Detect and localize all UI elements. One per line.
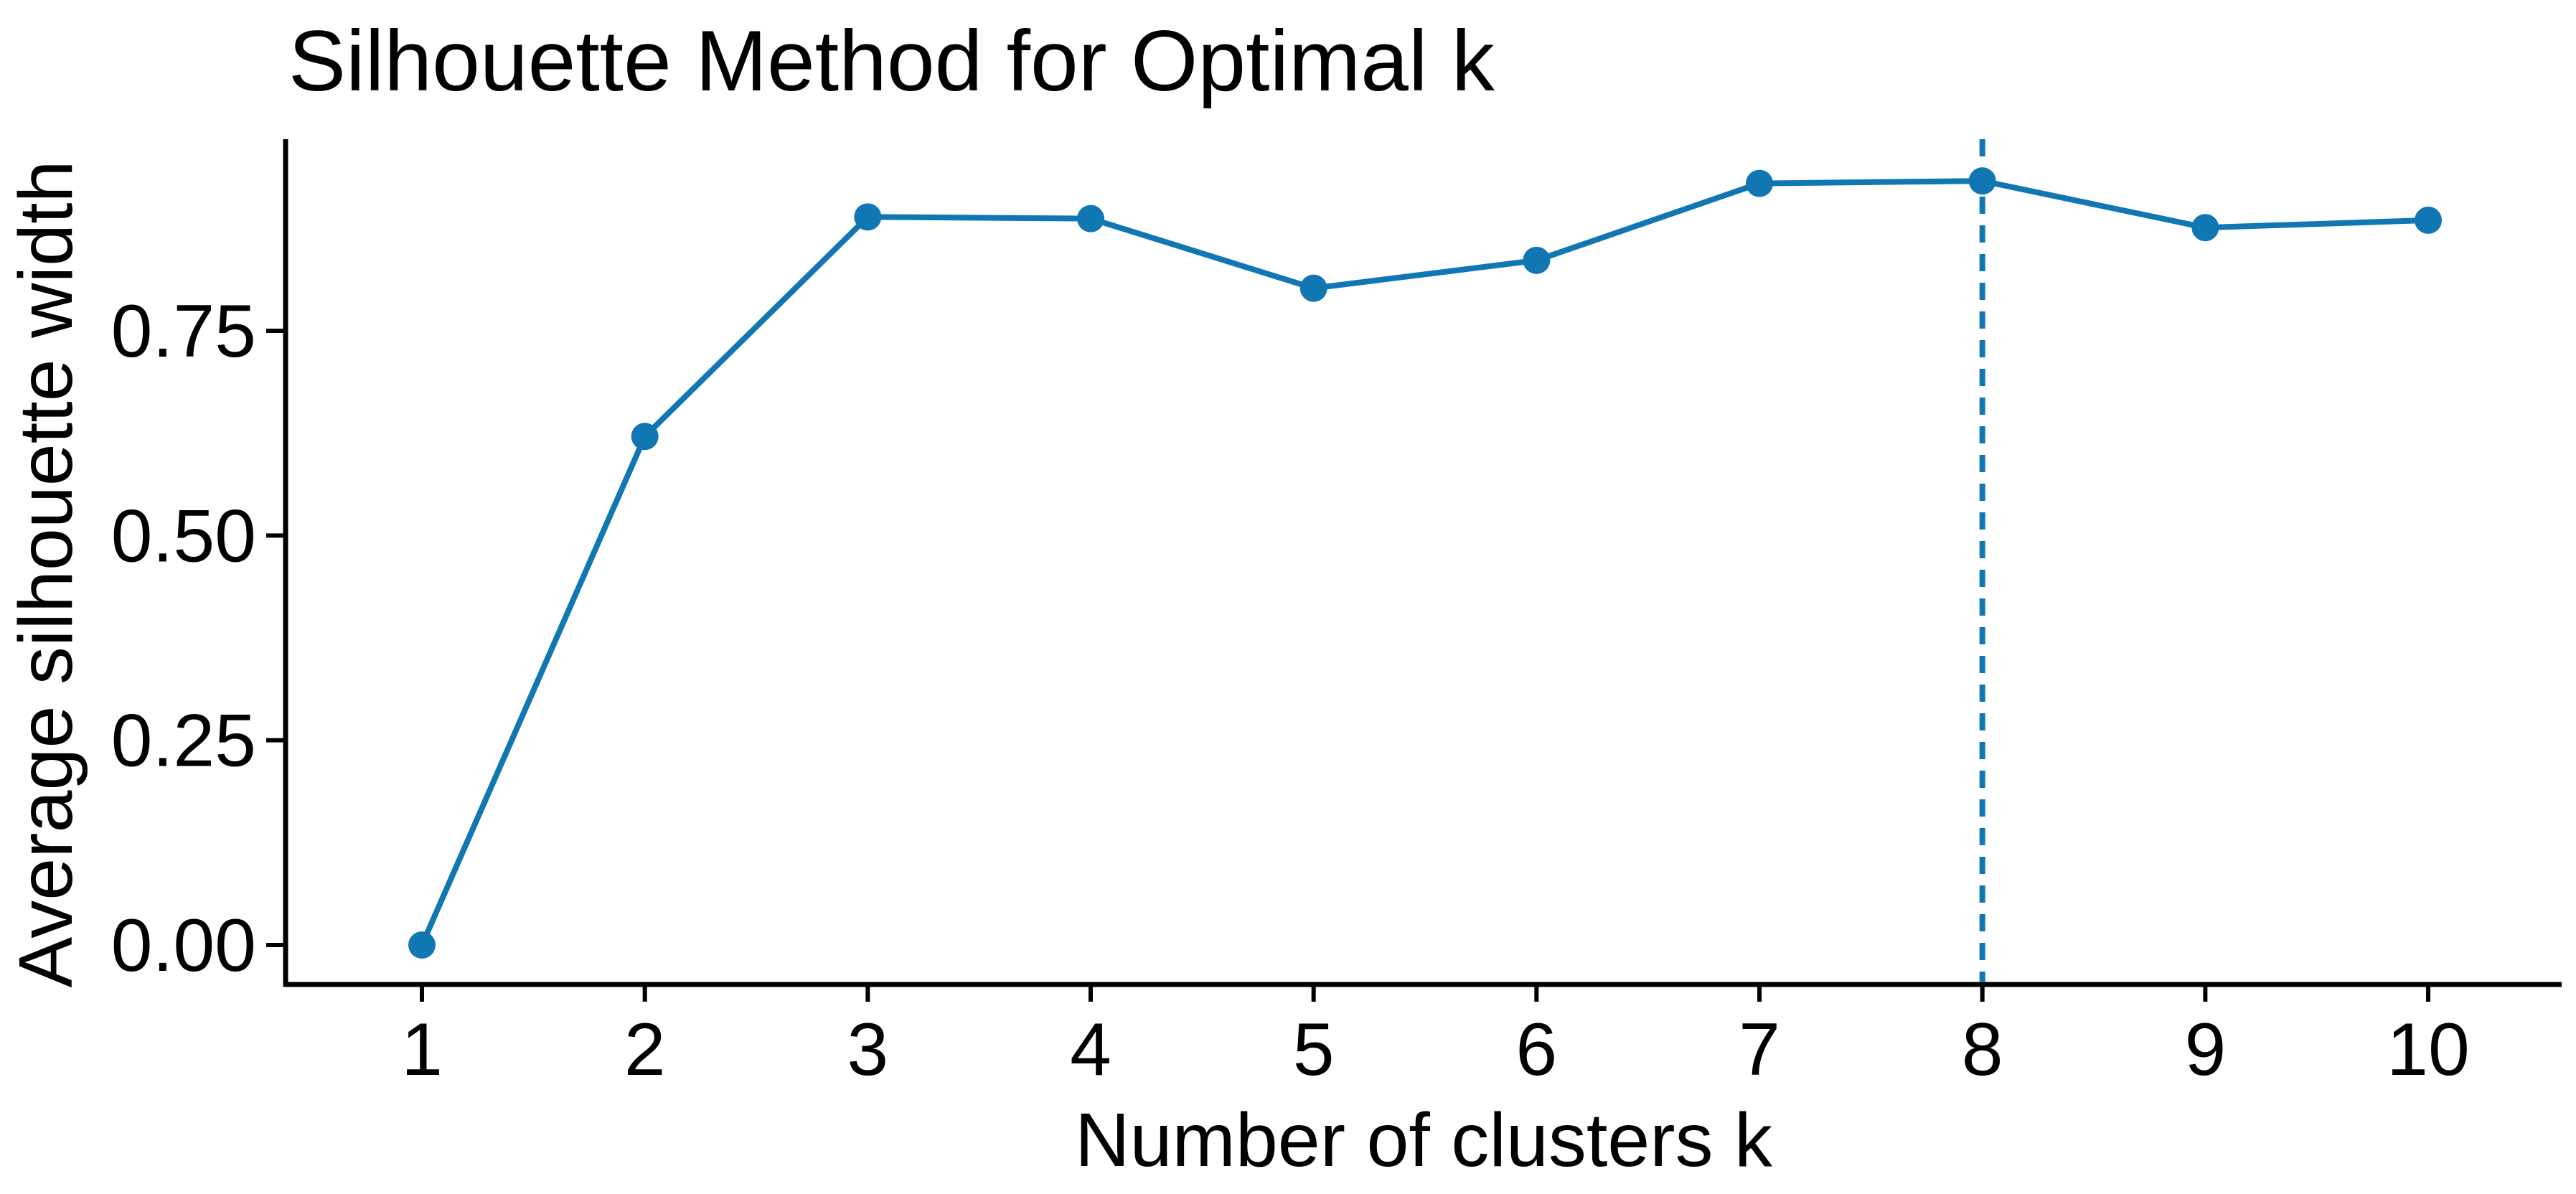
data-point-marker — [1299, 274, 1327, 302]
data-point-marker — [1968, 167, 1996, 195]
y-tick-label: 0.25 — [111, 700, 256, 783]
x-tick-label: 8 — [1962, 1008, 2003, 1091]
data-point-marker — [854, 203, 882, 231]
x-tick-label: 7 — [1739, 1008, 1780, 1091]
y-tick-label: 0.00 — [111, 904, 256, 987]
x-tick-label: 9 — [2184, 1008, 2226, 1091]
data-point-marker — [2191, 214, 2219, 242]
data-series-group — [408, 167, 2443, 959]
data-point-marker — [1746, 169, 1774, 197]
y-axis-ticks: 0.00 0.25 0.50 0.75 — [111, 290, 286, 987]
axes — [283, 139, 2562, 987]
x-tick-label: 1 — [401, 1008, 443, 1091]
x-tick-label: 10 — [2387, 1008, 2470, 1091]
y-axis-title: Average silhouette width — [4, 160, 88, 987]
data-point-marker — [1523, 246, 1551, 274]
data-point-marker — [2415, 206, 2443, 234]
x-tick-label: 2 — [624, 1008, 666, 1091]
x-tick-label: 3 — [847, 1008, 888, 1091]
data-point-marker — [408, 931, 436, 959]
y-tick-label: 0.75 — [111, 290, 256, 373]
x-axis-ticks: 1 2 3 4 5 6 7 8 9 10 — [401, 984, 2470, 1091]
data-point-marker — [631, 423, 659, 451]
x-tick-label: 6 — [1515, 1008, 1557, 1091]
chart-title: Silhouette Method for Optimal k — [288, 13, 1495, 109]
data-point-marker — [1077, 205, 1105, 232]
x-tick-label: 5 — [1293, 1008, 1335, 1091]
y-tick-label: 0.50 — [111, 494, 256, 578]
series-line — [419, 178, 2429, 946]
x-axis-title: Number of clusters k — [1075, 1098, 1773, 1183]
x-tick-label: 4 — [1070, 1008, 1111, 1091]
